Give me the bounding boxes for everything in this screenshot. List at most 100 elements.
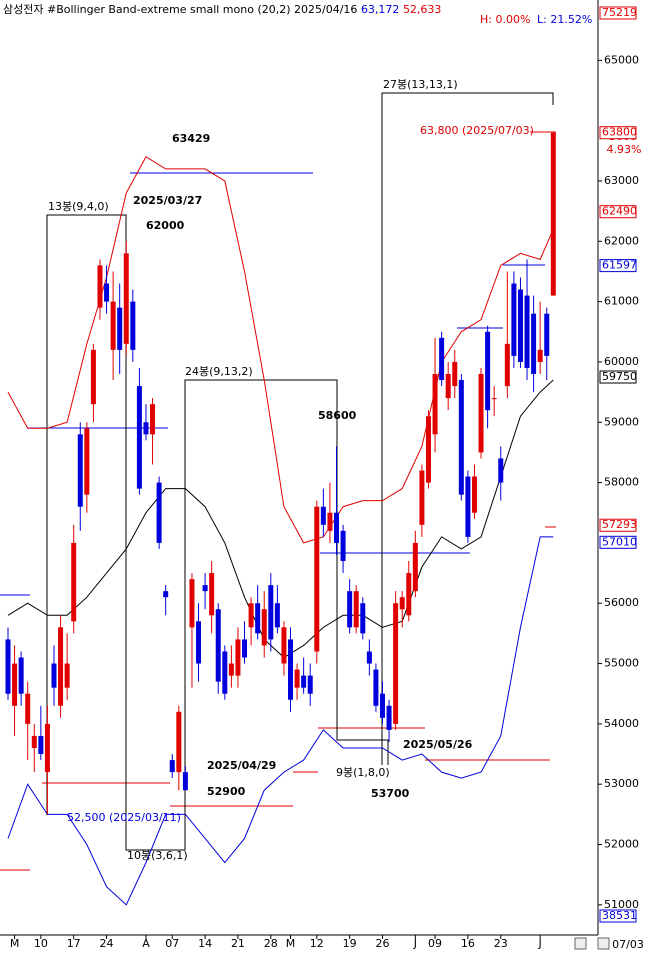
candle-body [307,675,313,694]
x-tick-label: 28 [264,937,278,950]
candle-body [12,663,18,706]
x-tick-label: 12 [310,937,324,950]
candle-body [25,693,31,724]
candle-body [117,307,123,350]
candle-body [163,591,169,598]
x-tick-label: 24 [100,937,114,950]
candle-body [517,289,523,362]
price-label: 61597 [602,259,637,272]
change-percent: 4.93% [607,143,642,156]
annotation: 52,500 (2025/03/11) [67,811,181,824]
annotation: 10봉(3,6,1) [127,849,188,862]
candle-body [550,132,556,296]
x-tick-label: J [413,937,417,950]
annotation: 63429 [172,132,210,145]
wave-bracket [46,214,338,851]
wave-bracket [381,92,554,765]
candle-body [425,416,431,483]
price-label: 38531 [602,909,637,922]
x-tick-label: 26 [375,937,389,950]
candle-body [104,283,110,302]
high-percent: H: 0.00% [480,13,530,26]
candle-body [38,735,44,755]
candle-body [274,603,280,628]
candle-body [360,603,366,634]
candle-body [97,265,103,308]
candle-body [255,603,261,634]
candle-body [544,313,550,356]
y-tick-label: 56000 [604,596,639,609]
candle-body [64,663,70,688]
y-tick-label: 60000 [604,355,639,368]
candle-body [511,283,517,356]
price-label: 63800 [602,126,637,139]
candle-body [412,542,418,592]
candle-body [537,349,543,362]
candle-body [439,337,445,381]
candle-body [301,675,307,688]
y-tick-label: 52000 [604,838,639,851]
candle-body [189,579,195,628]
candle-body [524,295,530,368]
annotation: 27봉(13,13,1) [383,78,458,91]
annotation: 24봉(9,13,2) [185,365,253,378]
y-tick-label: 58000 [604,476,639,489]
candle-body [5,639,11,694]
annotation: 52900 [207,785,246,798]
candle-body [176,711,182,773]
y-tick-label: 59000 [604,415,639,428]
candle-body [366,651,372,664]
tool-icon[interactable] [574,937,587,950]
candle-body [84,428,90,495]
price-label: 59750 [602,370,637,383]
candle-body [498,458,504,483]
price-box [599,126,637,140]
price-box [599,6,637,20]
price-box [599,205,637,219]
annotation: 2025/03/27 [133,194,202,207]
candle-body [320,506,326,525]
annotation: 53700 [371,787,410,800]
last-date: 07/03 [612,938,644,951]
candle-body [491,398,497,400]
x-tick-label: 17 [67,937,81,950]
candle-body [136,386,142,489]
annotation: 62000 [146,219,185,232]
candle-body [248,603,254,628]
annotation: 13봉(9,4,0) [48,200,109,213]
tool-icon[interactable] [597,937,610,950]
candle-body [31,735,37,748]
candle-body [18,657,24,694]
candle-body [235,639,241,676]
x-tick-label: A [142,937,150,950]
price-label: 57293 [602,518,637,531]
candle-body [242,639,248,658]
title-low: 52,633 [403,3,442,16]
x-tick-label: 07 [165,937,179,950]
annotation: 9봉(1,8,0) [336,766,390,779]
candle-body [314,506,320,652]
candle-body [419,470,425,525]
x-tick-label: J [538,937,542,950]
candle-body [71,542,77,622]
candle-body [209,573,215,616]
candle-body [458,380,464,495]
candle-body [261,609,267,646]
candle-body [504,343,510,387]
price-label: 75219 [602,6,637,19]
x-tick-label: M [10,937,20,950]
price-label: 62490 [602,205,637,218]
candle-body [406,573,412,616]
candle-body [478,374,484,453]
candle-body [471,476,477,513]
candle-body [130,301,136,350]
candle-body [156,482,162,543]
candle-body [373,669,379,706]
annotation: 2025/04/29 [207,759,276,772]
low-percent: L: 21.52% [537,13,592,26]
candle-body [268,585,274,640]
bollinger-line [7,536,554,906]
chart-title: 삼성전자 #Bollinger Band-extreme small mono … [3,3,441,16]
y-tick-label: 51000 [604,898,639,911]
